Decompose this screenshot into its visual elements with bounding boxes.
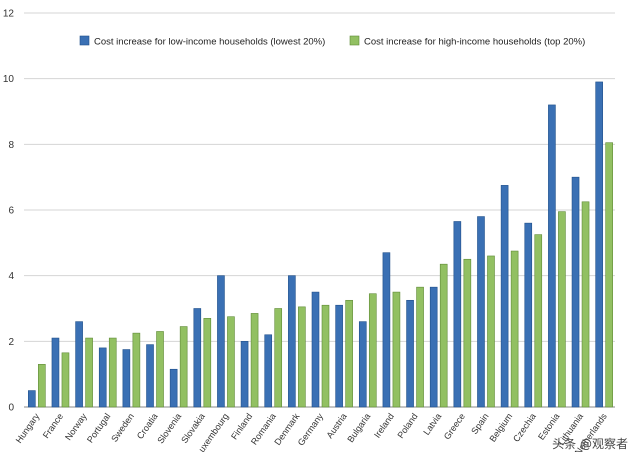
legend-label-high-income: Cost increase for high-income households… xyxy=(364,37,585,48)
bar-low-income xyxy=(524,222,533,408)
bar-low-income xyxy=(28,390,36,408)
bar-low-income xyxy=(264,334,273,408)
y-tick-label: 2 xyxy=(8,337,14,348)
bar-low-income xyxy=(288,275,296,408)
bar-low-income xyxy=(406,299,414,408)
x-category-label: Poland xyxy=(395,411,419,440)
x-category-label: Finland xyxy=(229,411,254,441)
y-tick-label: 6 xyxy=(8,206,14,217)
bar-low-income xyxy=(75,321,83,408)
bar-high-income xyxy=(61,352,70,408)
bar-low-income xyxy=(382,252,391,408)
bar-low-income xyxy=(98,347,107,408)
watermark: 头条 @观察者 xyxy=(552,437,628,451)
bar-high-income xyxy=(108,337,117,408)
bar-low-income xyxy=(453,221,462,408)
x-category-label: France xyxy=(41,411,65,440)
bar-high-income xyxy=(368,293,377,408)
bar-high-income xyxy=(416,286,424,408)
bar-high-income xyxy=(392,291,401,408)
bar-high-income xyxy=(605,142,613,408)
bar-low-income xyxy=(500,185,509,408)
bar-low-income xyxy=(146,344,154,408)
bar-low-income xyxy=(429,286,438,408)
x-category-label: Latvia xyxy=(421,411,443,436)
legend-swatch-low-income xyxy=(79,35,90,46)
bars xyxy=(28,81,613,408)
x-category-label: Hungary xyxy=(14,411,42,445)
bar-high-income xyxy=(581,201,590,408)
bar-low-income xyxy=(122,349,131,408)
bar-high-income xyxy=(558,211,566,408)
bar-low-income xyxy=(217,275,225,408)
bar-high-income xyxy=(439,263,448,408)
bar-low-income xyxy=(193,308,202,408)
bar-high-income xyxy=(203,318,212,408)
y-tick-label: 8 xyxy=(8,140,14,151)
bar-high-income xyxy=(274,308,283,408)
x-category-label: Sweden xyxy=(109,411,136,443)
bar-high-income xyxy=(463,258,472,408)
bar-high-income xyxy=(38,364,46,408)
y-tick-label: 0 xyxy=(8,403,14,414)
y-tick-label: 12 xyxy=(3,9,15,20)
x-axis-labels: Hungary FranceNorwayPortugalSwedenCroatia… xyxy=(14,411,609,452)
legend-label-low-income: Cost increase for low-income households … xyxy=(94,37,325,48)
bar-high-income xyxy=(250,313,259,408)
bar-low-income xyxy=(477,216,485,408)
bar-high-income xyxy=(510,250,519,408)
bar-low-income xyxy=(51,337,60,408)
x-category-label: Ireland xyxy=(372,411,396,439)
bar-low-income xyxy=(571,176,580,408)
bar-high-income xyxy=(227,316,235,408)
bar-high-income xyxy=(156,331,164,408)
y-tick-label: 4 xyxy=(8,271,14,282)
bar-low-income xyxy=(311,291,320,408)
y-tick-label: 10 xyxy=(3,74,15,85)
y-axis-ticks: 0 2 4 6 8 10 12 xyxy=(3,9,15,414)
bar-low-income xyxy=(169,368,178,408)
x-category-label: Greece xyxy=(442,411,467,441)
bar-low-income xyxy=(335,304,343,408)
x-category-label: Austria xyxy=(325,411,349,440)
bar-high-income xyxy=(298,306,306,408)
legend-swatch-high-income xyxy=(349,35,360,46)
bar-high-income xyxy=(85,337,93,408)
bar-low-income xyxy=(358,321,367,408)
bar-high-income xyxy=(132,332,141,408)
bar-low-income xyxy=(548,104,556,408)
x-category-label: Portugal xyxy=(85,411,112,444)
bar-high-income xyxy=(179,326,188,408)
bar-high-income xyxy=(321,304,330,408)
x-category-label: Bulgaria xyxy=(345,411,372,444)
legend: Cost increase for low-income households … xyxy=(79,35,585,48)
bar-low-income xyxy=(595,81,603,408)
bar-high-income xyxy=(345,299,353,408)
x-category-label: Belgium xyxy=(487,411,514,443)
x-category-label: Croatia xyxy=(135,411,160,441)
bar-low-income xyxy=(240,341,249,408)
x-category-label: Spain xyxy=(469,411,490,436)
gridlines xyxy=(24,12,615,408)
bar-high-income xyxy=(534,234,543,408)
bar-high-income xyxy=(487,255,495,408)
x-category-label: Czechia xyxy=(511,411,538,443)
